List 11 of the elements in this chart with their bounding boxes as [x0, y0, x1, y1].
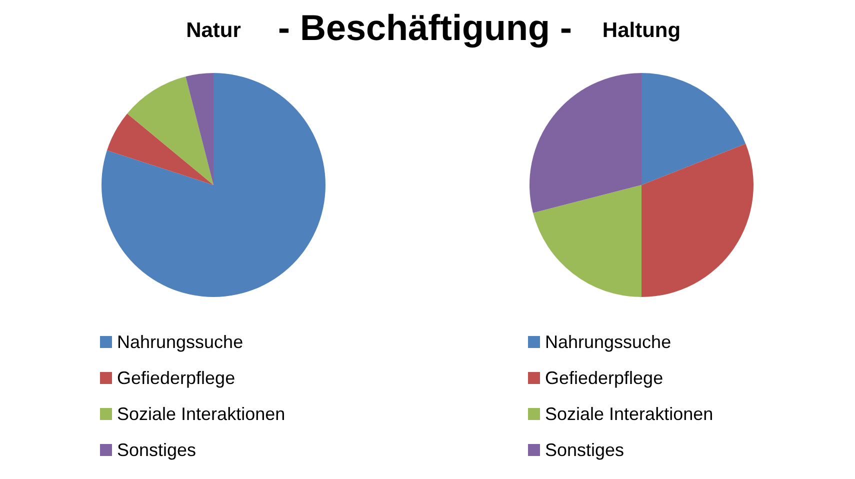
legend-label: Sonstiges — [117, 440, 196, 460]
legend-label: Soziale Interaktionen — [117, 404, 286, 424]
legend-label: Nahrungssuche — [545, 332, 672, 352]
chart-title: Natur — [186, 19, 241, 42]
legend-label: Nahrungssuche — [117, 332, 244, 352]
legend-label: Gefiederpflege — [117, 368, 236, 388]
legend-label: Sonstiges — [545, 440, 624, 460]
legend-label: Gefiederpflege — [545, 368, 664, 388]
legend-label: Soziale Interaktionen — [545, 404, 714, 424]
chart-title: Haltung — [602, 19, 681, 42]
text: - Beschäftigung - — [278, 7, 572, 48]
